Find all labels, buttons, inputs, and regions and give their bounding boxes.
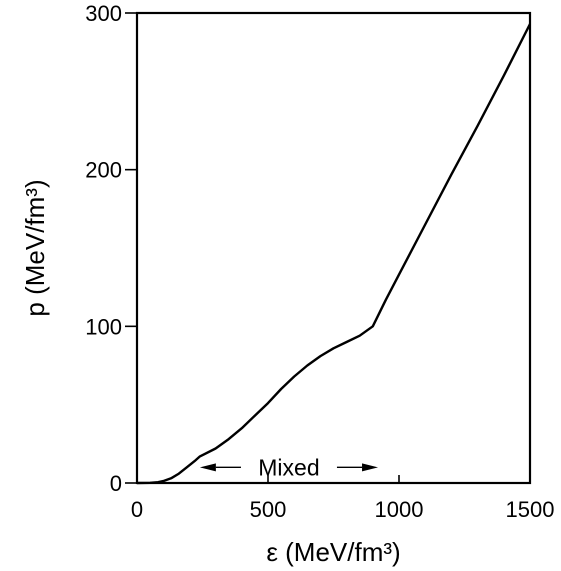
x-tick-label: 1500 xyxy=(506,497,555,522)
plot-frame xyxy=(135,11,532,485)
x-tick-label: 1000 xyxy=(375,497,424,522)
x-tick-label: 0 xyxy=(131,497,143,522)
axis-titles: ε (MeV/fm³) p (MeV/fm³) xyxy=(20,179,401,567)
y-tick-label: 100 xyxy=(85,314,122,339)
annotation-arrowhead-left xyxy=(199,463,216,472)
ticks: 0 500 1000 1500 0 100 200 300 xyxy=(85,1,554,522)
annotations: Mixed xyxy=(199,454,379,480)
annotation-arrowhead-right xyxy=(362,463,379,472)
y-tick-label: 300 xyxy=(85,1,122,26)
y-axis-label: p (MeV/fm³) xyxy=(20,179,50,316)
series xyxy=(136,23,532,485)
y-tick-label: 0 xyxy=(110,471,122,496)
annotation-label: Mixed xyxy=(258,454,319,480)
series-line xyxy=(136,23,532,485)
axes xyxy=(135,11,532,485)
x-axis-label: ε (MeV/fm³) xyxy=(266,537,400,567)
x-tick-label: 500 xyxy=(250,497,287,522)
y-tick-label: 200 xyxy=(85,158,122,183)
